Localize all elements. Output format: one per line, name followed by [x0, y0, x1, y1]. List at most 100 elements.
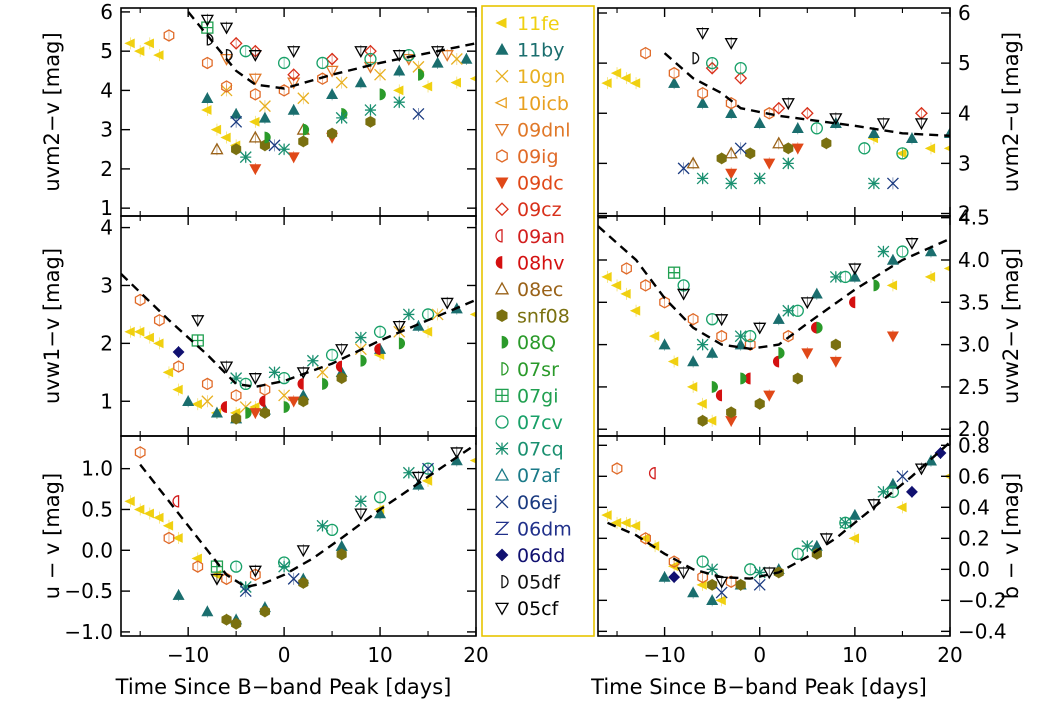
y-tick-label: 3	[100, 118, 113, 142]
legend-entry-11by: 11by	[495, 40, 564, 62]
data-point-11by	[791, 122, 804, 133]
data-point-08Q	[778, 347, 785, 359]
legend-frame	[481, 5, 595, 637]
data-point-snf08	[221, 613, 232, 626]
data-point-09ig	[173, 360, 184, 373]
data-point-snf08	[697, 414, 708, 427]
data-point-11by	[905, 132, 918, 144]
data-point-07cq	[839, 516, 852, 529]
data-point-10gn	[335, 76, 348, 89]
data-point-09cz	[800, 106, 814, 120]
legend-label: 07gi	[517, 385, 559, 407]
data-point-09an	[172, 495, 180, 508]
data-point-11fe	[620, 73, 631, 84]
data-point-07cq	[239, 151, 252, 164]
data-point-09dc	[791, 143, 804, 155]
data-point-snf08	[735, 578, 746, 591]
data-point-11by	[772, 313, 785, 324]
data-point-snf08	[259, 605, 270, 618]
legend-marker-08hv	[495, 256, 503, 269]
legend-marker-09dnl	[494, 123, 510, 137]
legend-entry-05cf: 05cf	[494, 598, 560, 620]
data-point-11fe	[686, 382, 698, 392]
data-point-07cq	[734, 330, 747, 343]
data-point-05cf	[392, 50, 406, 62]
fit-curve	[598, 225, 950, 351]
data-point-09dc	[249, 408, 262, 419]
data-point-10gn	[258, 100, 271, 113]
data-point-11fe	[172, 533, 183, 543]
data-point-07cq	[393, 96, 406, 109]
x-tick-label: 20	[463, 643, 488, 667]
data-point-05cf	[354, 508, 368, 521]
data-point-05cf	[248, 565, 262, 578]
x-tick-label: 20	[937, 643, 962, 667]
legend-entry-06ej: 06ej	[495, 492, 558, 514]
panel-bottom-right: −10 0 10 20−0.4 −0.2 0.0 0.2 0.4 0.6 0.8 b − v [ma…	[590, 433, 1023, 699]
y-tick-label: 2	[100, 157, 113, 181]
data-point-09dnl	[325, 65, 339, 78]
data-point-09ig	[640, 279, 651, 292]
data-point-snf08	[830, 338, 841, 351]
legend-label: 09an	[517, 226, 565, 248]
data-point-09dc	[829, 356, 842, 368]
data-point-07cv	[373, 491, 387, 504]
data-point-11fe	[620, 517, 631, 528]
legend-marker-06dd	[495, 548, 509, 562]
data-point-11fe	[629, 305, 641, 316]
data-point-07cq	[278, 560, 291, 573]
data-point-11by	[924, 245, 937, 257]
data-point-09dc	[287, 396, 300, 408]
data-point-11fe	[639, 533, 650, 544]
panel-bottom-left: −10 0 10 20 −1.0 −0.5 0.0 0.5 1.0 u − v [mag] Time…	[40, 435, 489, 699]
data-point-10gn	[278, 389, 291, 402]
legend-label: 07sr	[517, 359, 559, 381]
data-point-07cq	[696, 172, 709, 185]
legend-label: 11fe	[517, 13, 560, 35]
x-tick-label: 0	[753, 643, 766, 667]
data-point-11fe	[220, 132, 231, 143]
data-point-07cq	[268, 366, 281, 379]
data-point-05cf	[781, 98, 795, 111]
y-axis-label: u − v [mag]	[40, 473, 64, 599]
data-point-07cq	[696, 338, 709, 351]
data-point-08Q	[302, 123, 310, 136]
data-point-06dd	[934, 447, 947, 459]
data-point-09ig	[763, 107, 775, 120]
data-point-10gn	[431, 308, 444, 321]
data-point-11by	[848, 270, 861, 282]
panels-layer: 1 2 3 4 5 6 uvm2−v [mag] 2 3 4 5 6 uvm2−u [mag] 1 2 3 4 u…	[40, 0, 1023, 699]
data-point-11fe	[601, 510, 612, 520]
data-point-11by	[182, 395, 195, 406]
data-point-11by	[287, 103, 300, 115]
y-tick-label: 2.0	[958, 417, 990, 441]
data-point-06ej	[753, 578, 766, 591]
data-points	[598, 225, 950, 427]
data-point-11by	[668, 77, 681, 88]
legend-entry-09dc: 09dc	[495, 173, 564, 195]
legend-entry-05df: 05df	[501, 572, 561, 594]
x-tick-label: 10	[367, 643, 392, 667]
data-point-snf08	[726, 406, 737, 419]
data-point-07cv	[229, 560, 243, 573]
data-point-05cf	[335, 344, 349, 356]
data-point-05cf	[411, 471, 426, 484]
x-tick-label: 0	[278, 643, 291, 667]
data-point-11by	[172, 589, 185, 600]
y-tick-label: 5	[100, 39, 113, 63]
data-point-09dnl	[248, 73, 262, 86]
data-point-11fe	[943, 265, 950, 272]
y-tick-label: 0.0	[81, 538, 113, 562]
data-point-11fe	[610, 68, 622, 79]
data-point-09ig	[611, 462, 623, 475]
y-tick-label: 0.0	[958, 557, 990, 581]
data-point-05cf	[696, 28, 710, 40]
data-point-05cf	[753, 322, 767, 335]
data-point-08hv	[849, 296, 856, 309]
y-tick-label: 3.0	[958, 333, 990, 357]
data-point-07cv	[896, 245, 909, 258]
data-point-11fe	[172, 384, 183, 395]
data-point-06ej	[734, 142, 747, 155]
y-tick-label: 0.4	[958, 495, 990, 519]
data-point-08ec	[248, 130, 262, 143]
